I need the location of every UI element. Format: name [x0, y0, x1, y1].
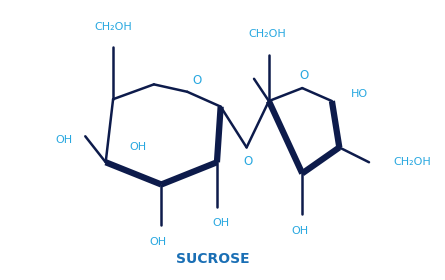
Text: CH₂OH: CH₂OH	[94, 22, 132, 32]
Text: CH₂OH: CH₂OH	[248, 29, 286, 39]
Text: HO: HO	[351, 89, 368, 99]
Text: OH: OH	[149, 237, 166, 247]
Text: SUCROSE: SUCROSE	[176, 252, 250, 266]
Text: OH: OH	[55, 135, 72, 145]
Text: OH: OH	[130, 143, 147, 152]
Text: CH₂OH: CH₂OH	[393, 157, 431, 167]
Text: OH: OH	[292, 226, 309, 236]
Text: O: O	[299, 69, 309, 81]
Text: O: O	[192, 74, 201, 87]
Text: OH: OH	[212, 218, 229, 228]
Text: O: O	[244, 155, 253, 168]
